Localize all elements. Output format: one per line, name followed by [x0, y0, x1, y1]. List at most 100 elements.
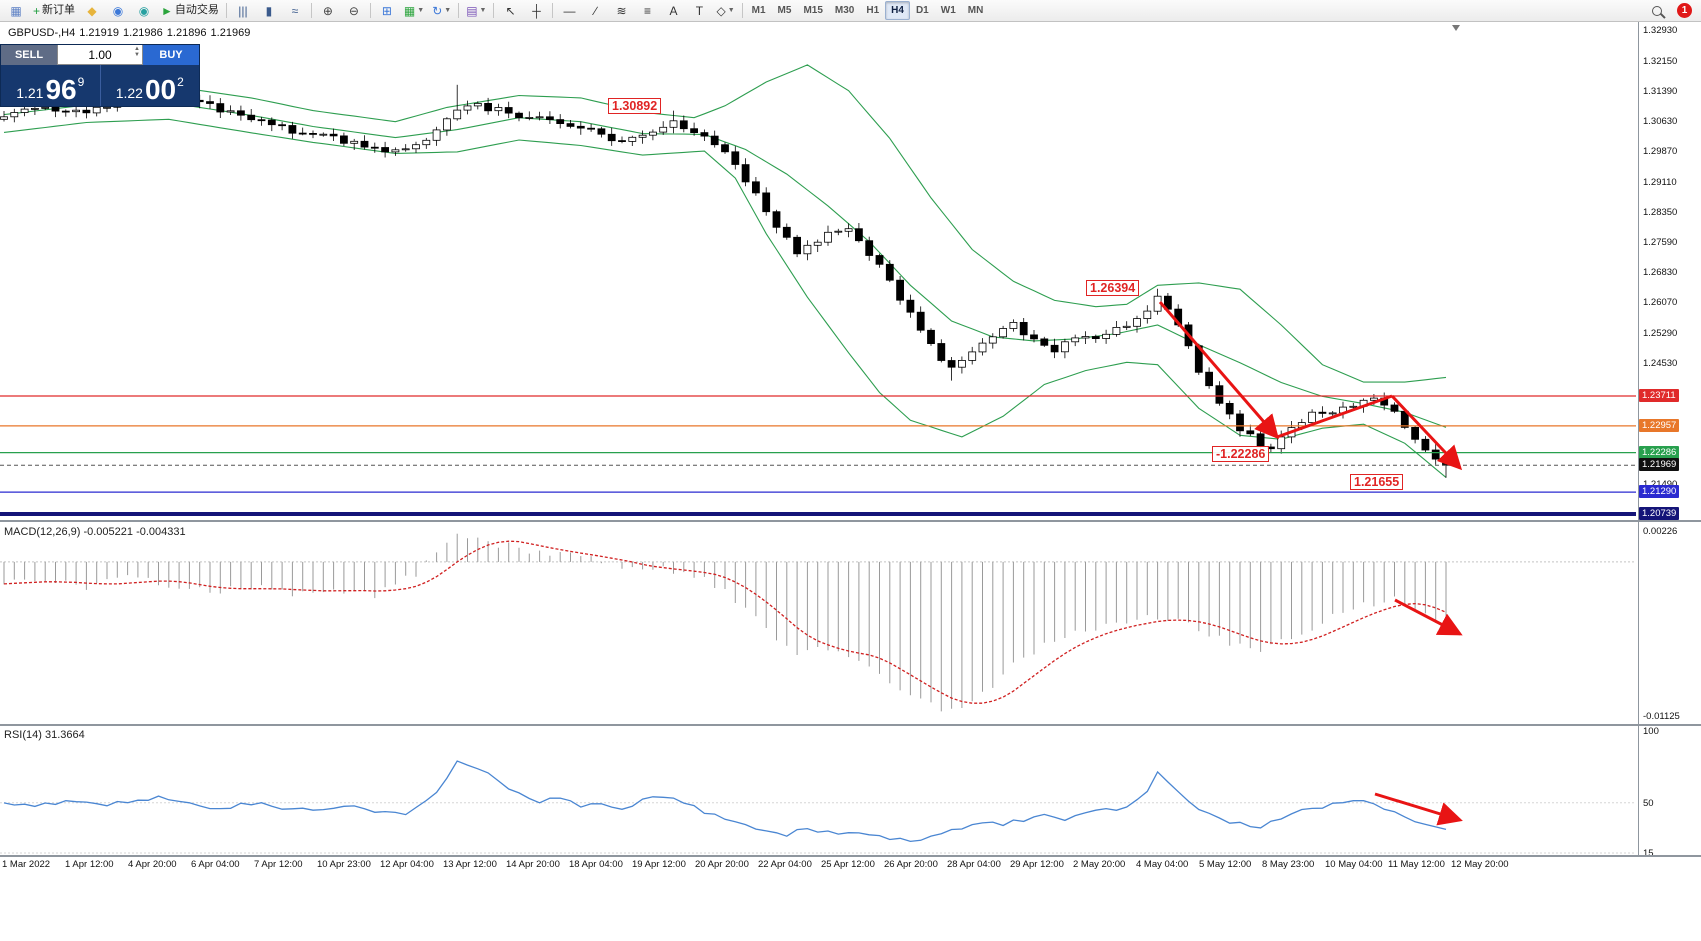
- trend-arrow-0: [1158, 301, 1279, 440]
- trade-panel-prices: 1.21 96 9 1.22 00 2: [1, 65, 199, 106]
- horizontal-line-icon[interactable]: —: [557, 1, 581, 21]
- time-axis-label: 4 May 04:00: [1136, 859, 1189, 870]
- charts-window-icon[interactable]: ▦: [4, 1, 28, 21]
- toolbar-separator: [493, 3, 495, 18]
- market-icon[interactable]: ◆: [80, 1, 104, 21]
- rsi-panel-splitter[interactable]: [0, 724, 1701, 726]
- trendline-icon-glyph: ∕: [594, 3, 597, 18]
- timeframe-h4-button[interactable]: H4: [885, 1, 910, 20]
- timeframe-m15-button[interactable]: M15: [803, 5, 823, 16]
- sell-price-prefix: 1.21: [16, 84, 44, 101]
- macd-panel-splitter[interactable]: [0, 520, 1701, 522]
- sell-button[interactable]: SELL: [1, 45, 57, 65]
- indicators-button-glyph: ▤: [466, 3, 478, 18]
- volume-spinner[interactable]: ▲ ▼: [134, 46, 140, 58]
- search-icon[interactable]: [1645, 1, 1669, 21]
- timeframe-m30-button[interactable]: M30: [834, 5, 855, 16]
- price-annotation[interactable]: -1.22286: [1212, 446, 1270, 462]
- price-annotation[interactable]: 1.30892: [608, 98, 662, 114]
- time-axis-label: 1 Apr 12:00: [65, 859, 114, 870]
- ohlc-low: 1.21896: [166, 27, 207, 39]
- time-axis-label: 10 May 04:00: [1325, 859, 1383, 870]
- zoom-out-icon[interactable]: ⊖: [342, 1, 366, 21]
- arrow-objects-icon-glyph: ◇: [716, 3, 726, 18]
- macd-axis-label: -0.01125: [1643, 711, 1680, 722]
- timeframe-m5-button[interactable]: M5: [777, 5, 792, 16]
- macd-caption: MACD(12,26,9) -0.005221 -0.004331: [4, 526, 186, 538]
- arrow-objects-icon[interactable]: ◇ ▼: [713, 1, 737, 21]
- community-icon[interactable]: ◉: [132, 1, 156, 21]
- dropdown-caret-icon: ▼: [444, 7, 452, 14]
- crosshair-icon[interactable]: ┼: [524, 1, 548, 21]
- text-icon-glyph: A: [669, 3, 678, 18]
- bollinger-upper-band: [3, 64, 1447, 383]
- text-label-icon[interactable]: T: [687, 1, 711, 21]
- bollinger-lower-band: [3, 118, 1447, 478]
- timeframe-w1-button[interactable]: W1: [940, 5, 956, 16]
- rsi-line: [3, 760, 1447, 843]
- sell-price-display[interactable]: 1.21 96 9: [1, 65, 100, 106]
- time-axis-label: 20 Apr 20:00: [695, 859, 749, 870]
- text-icon[interactable]: A: [661, 1, 685, 21]
- price-axis-label: 1.30630: [1643, 116, 1678, 127]
- buy-button[interactable]: BUY: [143, 45, 199, 65]
- line-chart-icon[interactable]: ≈: [283, 1, 307, 21]
- toolbar-separator: [310, 3, 312, 18]
- tile-windows-icon[interactable]: ⊞: [375, 1, 399, 21]
- chart-cycle-icon[interactable]: ↻ ▼: [429, 1, 454, 21]
- new-order-button[interactable]: + 新订单: [30, 1, 78, 21]
- time-axis-label: 26 Apr 20:00: [884, 859, 938, 870]
- volume-input[interactable]: 1.00 ▲ ▼: [57, 45, 143, 65]
- buy-price-display[interactable]: 1.22 00 2: [101, 65, 200, 106]
- chart-window[interactable]: GBPUSD-,H4 1.21919 1.21986 1.21896 1.21969 S…: [0, 22, 1701, 941]
- candlestick-chart-icon[interactable]: ▮: [257, 1, 281, 21]
- volume-value: 1.00: [88, 47, 112, 62]
- ohlc-open: 1.21919: [79, 27, 120, 39]
- trendline-icon[interactable]: ∕: [583, 1, 607, 21]
- toolbar-separator: [225, 3, 227, 18]
- price-axis-label: 1.28350: [1643, 207, 1678, 218]
- price-line-badge: 1.22957: [1639, 419, 1680, 432]
- zoom-in-icon[interactable]: ⊕: [316, 1, 340, 21]
- fibonacci-icon[interactable]: ≋: [609, 1, 633, 21]
- time-axis-label: 28 Apr 04:00: [947, 859, 1001, 870]
- price-annotation[interactable]: 1.26394: [1086, 280, 1140, 296]
- toolbar-separator: [458, 3, 460, 18]
- rsi-axis-label: 15: [1643, 848, 1654, 859]
- rsi-axis-label: 100: [1643, 726, 1659, 737]
- price-axis-label: 1.26070: [1643, 297, 1678, 308]
- time-axis-label: 11 May 12:00: [1388, 859, 1445, 870]
- bar-chart-icon-glyph: |||: [238, 3, 248, 18]
- timeframe-m1-button[interactable]: M1: [751, 5, 766, 16]
- price-axis-label: 1.32150: [1643, 56, 1678, 67]
- new-chart-button[interactable]: ▦ ▼: [401, 1, 427, 21]
- notification-badge[interactable]: 1: [1677, 3, 1692, 18]
- price-annotation[interactable]: 1.21655: [1350, 474, 1404, 490]
- time-axis-separator: [0, 855, 1701, 857]
- chart-canvas: [0, 64, 1636, 854]
- cursor-icon[interactable]: ↖: [498, 1, 522, 21]
- profile-icon[interactable]: ◉: [106, 1, 130, 21]
- price-line-badge: 1.22286: [1639, 446, 1680, 459]
- autotrading-button[interactable]: ► 自动交易: [158, 1, 222, 21]
- toolbar-separator: [552, 3, 554, 18]
- trade-panel-divider: [99, 65, 101, 106]
- timeframe-mn-button[interactable]: MN: [967, 5, 984, 16]
- timeframe-d1-button[interactable]: D1: [915, 5, 929, 16]
- timeframe-h1-button[interactable]: H1: [866, 5, 880, 16]
- chart-shift-marker[interactable]: [1452, 25, 1460, 31]
- price-axis-label: 1.27590: [1643, 237, 1678, 248]
- ohlc-close: 1.21969: [210, 27, 251, 39]
- indicators-button[interactable]: ▤ ▼: [463, 1, 489, 21]
- price-line-badge: 1.20739: [1639, 507, 1680, 520]
- autotrading-button-glyph: ►: [161, 3, 173, 18]
- time-axis-label: 12 Apr 04:00: [380, 859, 434, 870]
- macd-trend-arrow: [1394, 598, 1463, 636]
- bar-chart-icon[interactable]: |||: [231, 1, 255, 21]
- trend-arrow-1: [1276, 394, 1393, 439]
- objects-list-icon[interactable]: ≡: [635, 1, 659, 21]
- price-axis-label: 1.26830: [1643, 267, 1678, 278]
- one-click-trading-panel: SELL 1.00 ▲ ▼ BUY 1.21 96 9 1.22 00 2: [0, 44, 200, 107]
- rsi-axis-label: 50: [1643, 798, 1654, 809]
- buy-price-big: 00: [144, 73, 177, 105]
